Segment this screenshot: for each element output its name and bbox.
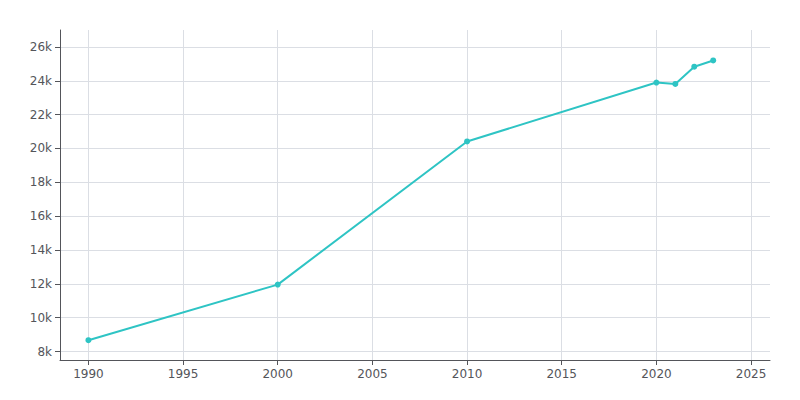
svg-text:20k: 20k [30, 141, 52, 155]
svg-text:18k: 18k [30, 175, 52, 189]
svg-text:26k: 26k [30, 40, 52, 54]
svg-text:14k: 14k [30, 243, 52, 257]
svg-text:1990: 1990 [73, 367, 104, 381]
svg-text:2000: 2000 [262, 367, 293, 381]
svg-text:16k: 16k [30, 209, 52, 223]
svg-text:8k: 8k [37, 345, 52, 359]
svg-text:24k: 24k [30, 74, 52, 88]
svg-text:2015: 2015 [546, 367, 577, 381]
svg-text:2020: 2020 [641, 367, 672, 381]
svg-text:10k: 10k [30, 311, 52, 325]
svg-text:22k: 22k [30, 108, 52, 122]
svg-text:2010: 2010 [452, 367, 483, 381]
svg-text:2005: 2005 [357, 367, 388, 381]
svg-text:1995: 1995 [168, 367, 199, 381]
svg-text:2025: 2025 [736, 367, 767, 381]
svg-text:12k: 12k [30, 277, 52, 291]
